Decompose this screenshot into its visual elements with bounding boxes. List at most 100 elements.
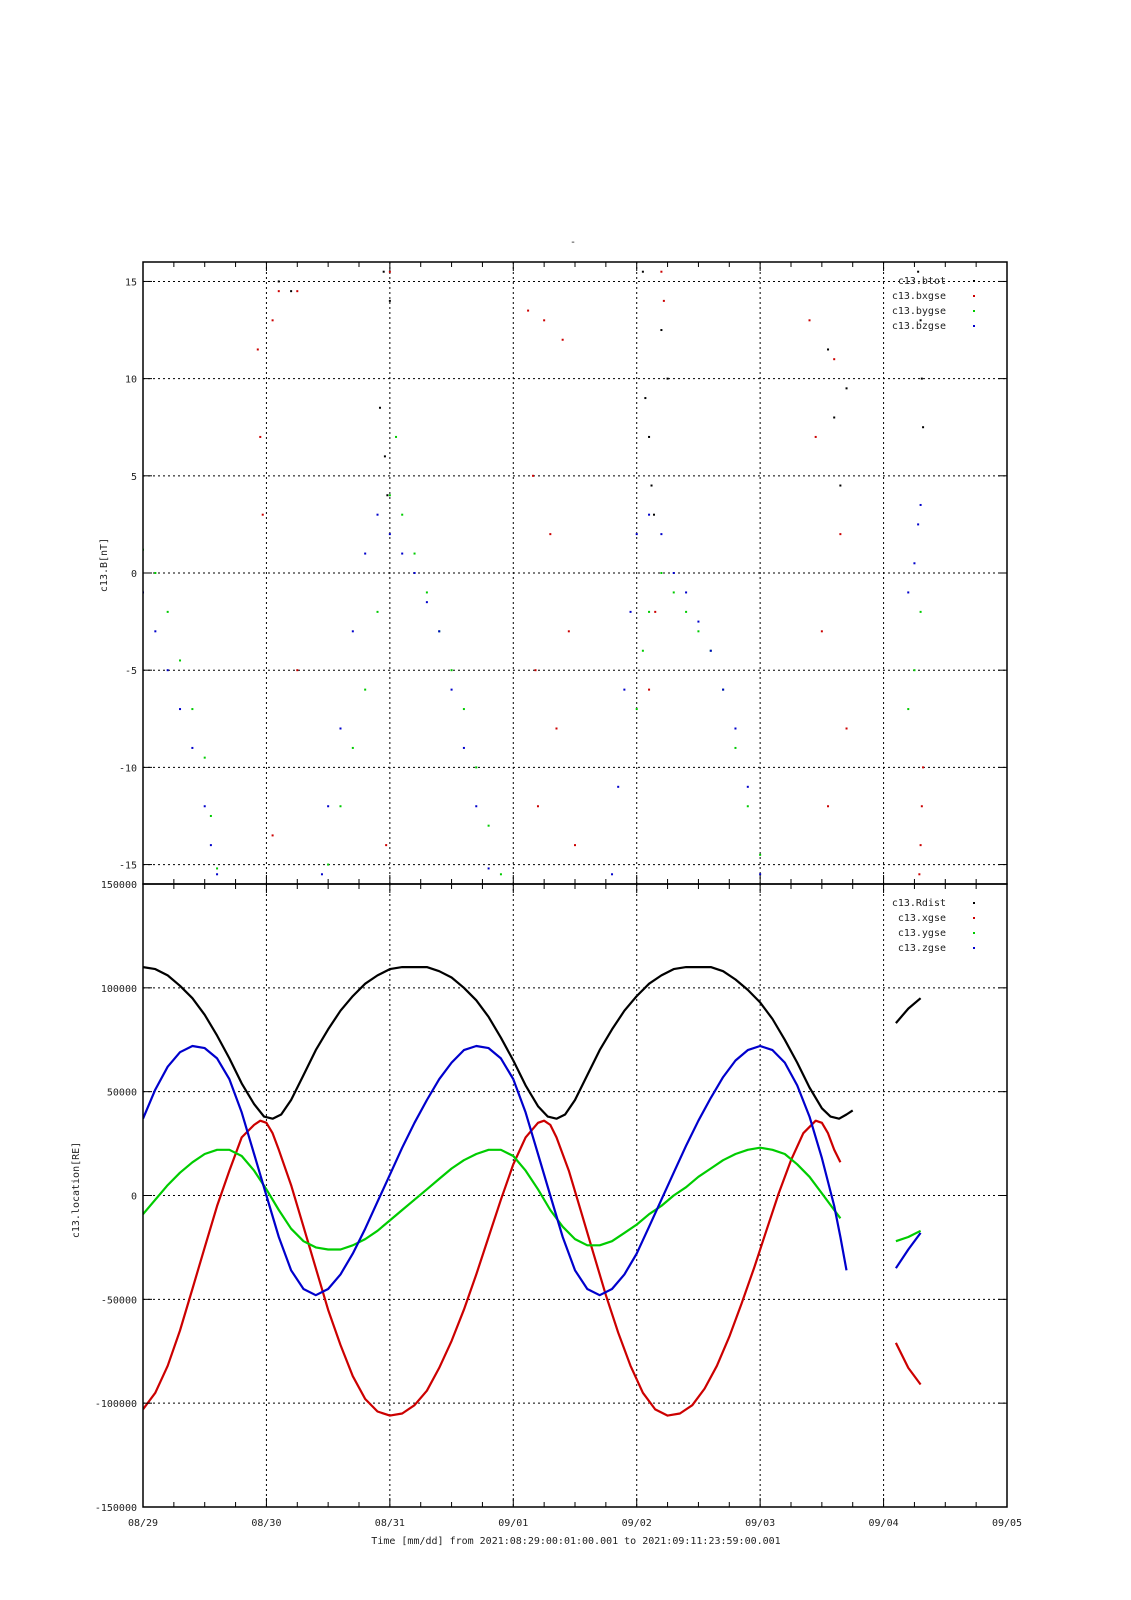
bfield-point-c13-btot <box>650 484 653 487</box>
bfield-point-c13-btot <box>917 270 920 273</box>
bfield-legend-label: c13.bygse <box>892 306 946 317</box>
magnetic-field-legend: c13.btot c13.bxgse c13.bygse c13.bzgse <box>892 276 975 332</box>
bfield-point-c13-btot <box>839 484 842 487</box>
x-tick-label: 09/05 <box>992 1518 1022 1529</box>
x-axis-time-caption: Time [mm/dd] from 2021:08:29:00:01:00.00… <box>371 1536 780 1547</box>
bfield-point-c13-bygse <box>339 805 342 808</box>
bfield-point-c13-bygse <box>648 610 651 613</box>
bfield-point-c13-bzgse <box>351 630 354 633</box>
location-line-c13-xgse <box>894 1342 922 1386</box>
bfield-ytick-label: 15 <box>125 277 137 288</box>
bfield-point-c13-bzgse <box>425 601 428 604</box>
bfield-point-c13-btot <box>919 319 922 322</box>
location-legend: c13.Rdist c13.xgse c13.ygse c13.zgse <box>892 898 975 954</box>
bfield-point-c13-bygse <box>216 867 219 870</box>
location-line-c13-xgse <box>143 1119 842 1417</box>
bfield-point-c13-bygse <box>759 853 762 856</box>
location-ytick-label: -150000 <box>95 1503 137 1514</box>
bfield-point-c13-bygse <box>179 659 182 662</box>
bfield-point-c13-bygse <box>401 513 404 516</box>
bfield-point-c13-bygse <box>685 610 688 613</box>
bfield-point-c13-bxgse <box>662 299 665 302</box>
location-legend-label: c13.Rdist <box>892 898 946 909</box>
bfield-point-c13-bxgse <box>385 844 388 847</box>
bfield-point-c13-bygse <box>697 630 700 633</box>
bfield-point-c13-bzgse <box>697 620 700 623</box>
bfield-point-c13-bzgse <box>660 533 663 536</box>
bfield-point-c13-bxgse <box>261 513 264 516</box>
bfield-point-c13-bxgse <box>296 290 299 293</box>
bfield-point-c13-bzgse <box>623 688 626 691</box>
bfield-point-c13-bygse <box>395 435 398 438</box>
bfield-ytick-label: -10 <box>119 763 137 774</box>
bfield-point-c13-bzgse <box>487 867 490 870</box>
location-ytick-label: -50000 <box>101 1295 137 1306</box>
x-tick-label: 09/04 <box>869 1518 899 1529</box>
bfield-point-c13-bzgse <box>734 727 737 730</box>
location-plot-frame <box>142 883 1008 1508</box>
bfield-point-c13-bxgse <box>534 669 537 672</box>
bfield-point-c13-bzgse <box>685 591 688 594</box>
bfield-point-c13-bzgse <box>216 873 219 876</box>
bfield-point-c13-bzgse <box>413 572 416 574</box>
bfield-point-c13-bzgse <box>629 610 632 613</box>
bfield-point-c13-bzgse <box>339 727 342 730</box>
bfield-point-c13-btot <box>641 270 644 273</box>
location-line-c13-zgse <box>143 1044 848 1297</box>
x-axis-tick-labels: 08/29 08/30 08/31 09/01 09/02 09/03 09/04 09/05 <box>128 1518 1022 1529</box>
bfield-legend-swatch <box>973 295 975 297</box>
bfield-point-c13-btot <box>845 387 848 390</box>
bfield-point-c13-bzgse <box>203 805 206 808</box>
location-legend-label: c13.zgse <box>898 943 946 954</box>
location-legend-swatch <box>973 902 975 904</box>
x-tick-label: 08/30 <box>251 1518 281 1529</box>
bfield-point-c13-bxgse <box>839 533 842 536</box>
location-ytick-label: 50000 <box>107 1088 137 1099</box>
bfield-point-c13-btot <box>378 406 381 409</box>
bfield-point-c13-bygse <box>734 746 737 749</box>
bfield-point-c13-bygse <box>641 649 644 652</box>
location-line-c13-Rdist <box>143 966 854 1120</box>
location-legend-swatch <box>973 932 975 934</box>
bfield-point-c13-bxgse <box>259 435 262 438</box>
bfield-point-c13-bxgse <box>920 805 923 808</box>
figure-top-title: - <box>570 237 576 248</box>
bfield-point-c13-bzgse <box>919 503 922 506</box>
bfield-point-c13-bxgse <box>567 630 570 633</box>
bfield-point-c13-bzgse <box>475 805 478 808</box>
bfield-point-c13-bzgse <box>450 688 453 691</box>
bfield-point-c13-bxgse <box>543 319 546 322</box>
location-axes: 150000 100000 50000 0 -50000 -100000 -150000 <box>95 880 1008 1514</box>
bfield-point-c13-btot <box>386 494 389 497</box>
bfield-point-c13-btot <box>922 426 925 429</box>
location-line-c13-Rdist <box>895 997 922 1024</box>
bfield-point-c13-bzgse <box>191 746 194 749</box>
bfield-point-c13-bygse <box>351 746 354 749</box>
location-ytick-label: 100000 <box>101 984 137 995</box>
bfield-point-c13-bxgse <box>277 290 280 293</box>
magnetic-field-grid <box>143 262 1007 884</box>
bfield-point-c13-bygse <box>154 572 157 574</box>
bfield-point-c13-bxgse <box>296 669 299 672</box>
bfield-point-c13-bygse <box>191 708 194 711</box>
bfield-point-c13-btot <box>920 377 923 380</box>
bfield-point-c13-btot <box>827 348 830 351</box>
bfield-point-c13-bzgse <box>611 873 614 876</box>
bfield-point-c13-bygse <box>462 708 465 711</box>
bfield-point-c13-bxgse <box>827 805 830 808</box>
bfield-point-c13-bxgse <box>271 319 274 322</box>
bfield-point-c13-btot <box>660 329 663 332</box>
bfield-point-c13-bxgse <box>536 805 539 808</box>
bfield-point-c13-bxgse <box>918 873 921 876</box>
bfield-point-c13-bxgse <box>808 319 811 322</box>
bfield-point-c13-btot <box>648 435 651 438</box>
bfield-point-c13-bygse <box>209 814 212 817</box>
bfield-point-c13-btot <box>382 270 385 273</box>
location-ytick-label: 150000 <box>101 880 137 891</box>
bfield-ytick-label: 10 <box>125 375 137 386</box>
bfield-point-c13-bzgse <box>648 513 651 516</box>
bfield-point-c13-bygse <box>388 494 391 497</box>
bfield-point-c13-bxgse <box>549 533 552 536</box>
bfield-point-c13-bygse <box>166 610 169 613</box>
